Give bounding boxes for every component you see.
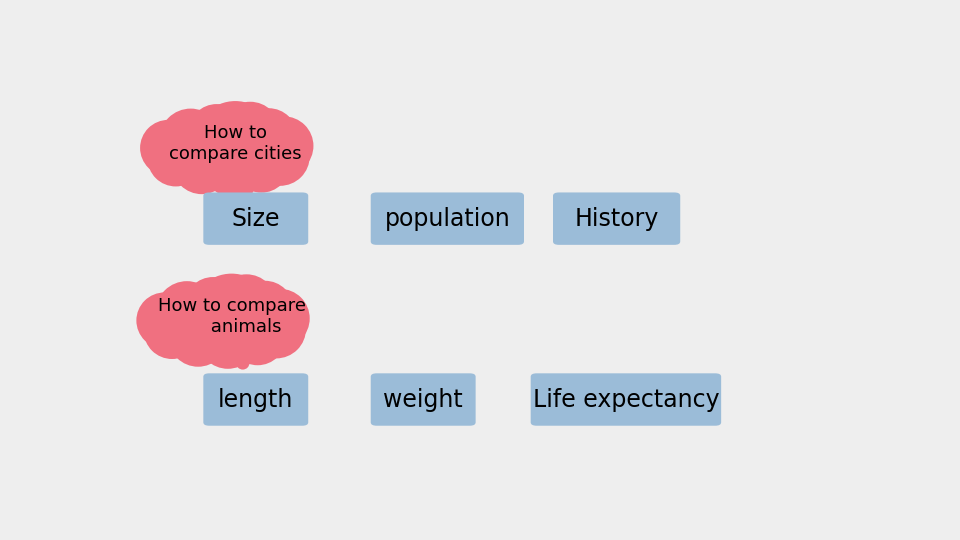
Text: How to compare
     animals: How to compare animals bbox=[157, 297, 305, 336]
Ellipse shape bbox=[188, 104, 245, 160]
Ellipse shape bbox=[172, 135, 231, 194]
Ellipse shape bbox=[233, 137, 290, 193]
Ellipse shape bbox=[251, 127, 310, 186]
Ellipse shape bbox=[241, 108, 297, 164]
Ellipse shape bbox=[159, 109, 222, 171]
Ellipse shape bbox=[168, 308, 228, 367]
Ellipse shape bbox=[144, 303, 201, 359]
Ellipse shape bbox=[148, 130, 204, 186]
Text: History: History bbox=[574, 207, 659, 231]
Text: Size: Size bbox=[231, 207, 280, 231]
Ellipse shape bbox=[231, 170, 253, 192]
Text: How to
compare cities: How to compare cities bbox=[169, 124, 301, 163]
Ellipse shape bbox=[140, 120, 197, 176]
Ellipse shape bbox=[202, 137, 261, 196]
Ellipse shape bbox=[184, 277, 241, 333]
Ellipse shape bbox=[247, 299, 306, 359]
Ellipse shape bbox=[156, 281, 218, 343]
FancyBboxPatch shape bbox=[371, 192, 524, 245]
FancyBboxPatch shape bbox=[553, 192, 681, 245]
Ellipse shape bbox=[194, 101, 276, 183]
FancyBboxPatch shape bbox=[531, 373, 721, 426]
Text: population: population bbox=[385, 207, 510, 231]
FancyBboxPatch shape bbox=[204, 192, 308, 245]
Ellipse shape bbox=[191, 274, 273, 355]
Ellipse shape bbox=[251, 289, 310, 348]
Ellipse shape bbox=[221, 102, 280, 161]
FancyBboxPatch shape bbox=[371, 373, 475, 426]
Ellipse shape bbox=[237, 281, 294, 337]
FancyBboxPatch shape bbox=[204, 373, 308, 426]
Ellipse shape bbox=[136, 293, 193, 349]
Text: length: length bbox=[218, 388, 294, 411]
Ellipse shape bbox=[198, 309, 257, 369]
Text: Life expectancy: Life expectancy bbox=[533, 388, 719, 411]
Ellipse shape bbox=[228, 343, 251, 365]
Ellipse shape bbox=[253, 116, 313, 176]
Ellipse shape bbox=[240, 184, 253, 197]
Text: weight: weight bbox=[383, 388, 463, 411]
Ellipse shape bbox=[217, 274, 276, 334]
Ellipse shape bbox=[229, 309, 286, 365]
Ellipse shape bbox=[236, 356, 250, 369]
